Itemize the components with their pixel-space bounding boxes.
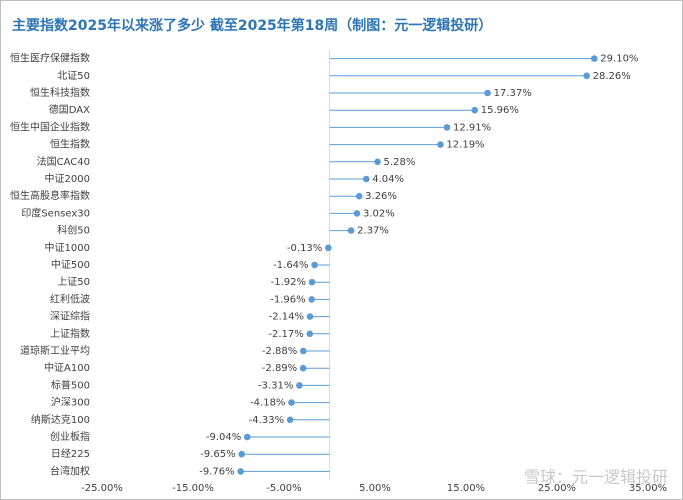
y-tick-label: 科创50 — [57, 224, 90, 237]
x-tick-label: 35.00% — [629, 483, 667, 494]
y-tick-label: 恒生医疗保健指数 — [10, 52, 90, 65]
value-label: 28.26% — [593, 71, 631, 82]
dot — [325, 244, 332, 252]
value-label: -4.18% — [250, 398, 285, 409]
y-tick-label: 恒生科技指数 — [30, 86, 90, 99]
value-label: -1.92% — [271, 277, 306, 288]
chart-title: 主要指数2025年以来涨了多少 截至2025年第18周（制图：元一逻辑投研） — [12, 17, 492, 34]
y-tick-label: 标普500 — [51, 378, 90, 391]
y-tick-label: 台湾加权 — [50, 464, 90, 477]
dot — [471, 106, 479, 114]
dot — [355, 192, 363, 200]
value-label: 17.37% — [494, 88, 532, 99]
value-label: 15.96% — [481, 105, 519, 116]
y-tick-label: 德国DAX — [49, 103, 90, 116]
dot — [591, 55, 598, 62]
y-tick-label: 红利低波 — [50, 292, 90, 305]
y-tick-label: 恒生高股息率指数 — [10, 189, 90, 202]
y-tick-label: 创业板指 — [50, 430, 90, 443]
value-label: 5.28% — [384, 157, 416, 168]
value-label: 12.91% — [453, 122, 491, 133]
x-tick-label: -25.00% — [81, 483, 123, 494]
dot — [374, 158, 381, 166]
value-label: -4.33% — [249, 415, 284, 426]
dot — [286, 416, 294, 424]
value-label: -2.14% — [269, 312, 304, 323]
dot — [308, 278, 316, 286]
value-label: -9.65% — [200, 449, 235, 460]
dot — [362, 175, 370, 183]
x-tick-label: -15.00% — [172, 483, 214, 494]
dot — [437, 141, 444, 148]
value-label: -1.64% — [273, 260, 308, 271]
dot — [484, 89, 491, 97]
y-tick-label: 中证A100 — [44, 361, 90, 374]
dot — [347, 227, 355, 234]
value-label: -3.31% — [258, 380, 293, 391]
dot — [288, 399, 295, 406]
y-tick-label: 深证综指 — [50, 310, 90, 323]
dot — [583, 72, 590, 80]
y-tick-label: 上证指数 — [50, 327, 90, 340]
dot — [243, 433, 251, 441]
y-tick-label: 纳斯达克100 — [31, 413, 90, 426]
y-tick-label: 上证50 — [57, 276, 90, 288]
y-tick-label: 法国CAC40 — [37, 155, 90, 168]
dot — [306, 313, 314, 320]
dot — [238, 450, 245, 458]
value-label: 2.37% — [357, 226, 389, 237]
y-tick-label: 道琼斯工业平均 — [20, 344, 90, 357]
dot — [353, 210, 361, 217]
dot — [308, 296, 315, 303]
y-tick-label: 印度Sensex30 — [21, 206, 90, 219]
dot — [306, 330, 314, 338]
dot — [296, 382, 303, 389]
dot — [299, 364, 307, 372]
value-label: -0.13% — [287, 243, 322, 254]
value-label: -2.88% — [262, 346, 297, 357]
value-label: 12.19% — [446, 140, 484, 151]
y-tick-label: 沪深300 — [51, 396, 90, 409]
y-tick-label: 恒生指数 — [50, 138, 90, 151]
y-tick-label: 日经225 — [51, 447, 90, 460]
watermark: 雪球：元一逻辑投研 — [524, 468, 668, 487]
y-tick-label: 恒生中国企业指数 — [10, 120, 90, 133]
value-label: -9.04% — [206, 432, 241, 443]
dot — [299, 347, 307, 355]
y-tick-label: 北证50 — [57, 70, 90, 82]
x-tick-label: 5.00% — [359, 483, 391, 494]
value-label: 3.26% — [365, 191, 397, 202]
dot — [311, 261, 318, 269]
x-tick-label: 15.00% — [447, 483, 485, 494]
x-tick-label: 25.00% — [538, 483, 576, 494]
value-label: -2.89% — [262, 363, 297, 374]
value-label: 4.04% — [372, 174, 404, 185]
value-label: 3.02% — [363, 208, 395, 219]
dot — [237, 468, 244, 475]
y-tick-label: 中证500 — [51, 258, 90, 271]
y-tick-label: 中证1000 — [45, 241, 90, 254]
value-label: -1.96% — [270, 294, 305, 305]
value-label: -2.17% — [268, 329, 303, 340]
value-label: -9.76% — [199, 466, 234, 477]
dot — [443, 124, 451, 131]
x-tick-label: -5.00% — [266, 483, 301, 494]
value-label: 29.10% — [600, 54, 638, 65]
y-tick-label: 中证2000 — [45, 172, 90, 185]
